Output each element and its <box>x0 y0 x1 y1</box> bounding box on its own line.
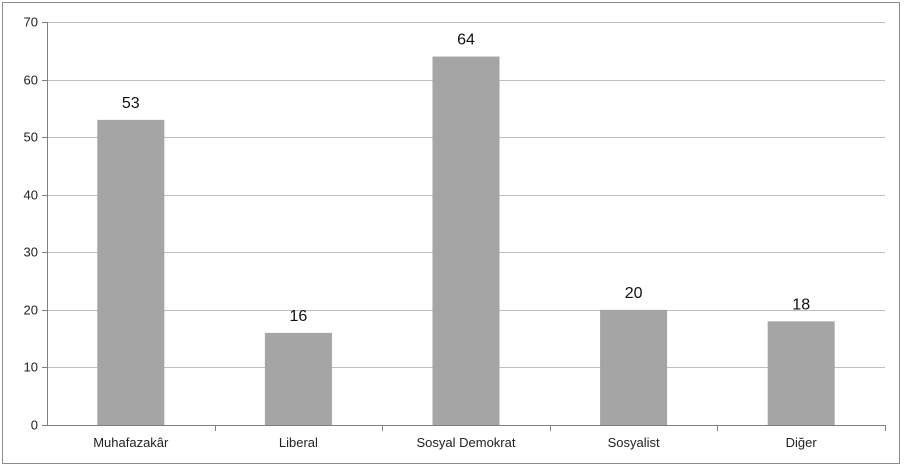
x-tick-label: Diğer <box>786 435 818 450</box>
y-tick-label: 10 <box>24 360 38 375</box>
x-tick-label: Sosyal Demokrat <box>417 435 516 450</box>
x-tick-label: Muhafazakâr <box>93 435 169 450</box>
y-tick-label: 30 <box>24 245 38 260</box>
x-tick-labels: Muhafazakâr Liberal Sosyal Demokrat Sosyali… <box>93 435 817 450</box>
y-tick-label: 60 <box>24 73 38 88</box>
axes <box>42 22 886 431</box>
bar <box>600 309 668 425</box>
data-label: 20 <box>625 285 643 302</box>
x-tick-label: Sosyalist <box>608 435 660 450</box>
x-tick-label: Liberal <box>279 435 318 450</box>
data-label: 18 <box>792 296 810 313</box>
data-label: 53 <box>122 95 140 112</box>
y-tick-label: 20 <box>24 303 38 318</box>
bar <box>264 332 332 425</box>
bars <box>97 56 835 426</box>
y-tick-label: 50 <box>24 130 38 145</box>
data-labels: 53 16 64 20 18 <box>122 32 810 325</box>
y-tick-labels: 0 10 20 30 40 50 60 70 <box>24 15 38 433</box>
bar <box>97 119 165 425</box>
bar <box>767 321 835 425</box>
data-label: 64 <box>457 32 475 49</box>
y-tick-label: 40 <box>24 188 38 203</box>
data-label: 16 <box>290 308 308 325</box>
y-tick-label: 70 <box>24 15 38 30</box>
bar <box>432 56 500 426</box>
y-tick-label: 0 <box>31 418 38 433</box>
